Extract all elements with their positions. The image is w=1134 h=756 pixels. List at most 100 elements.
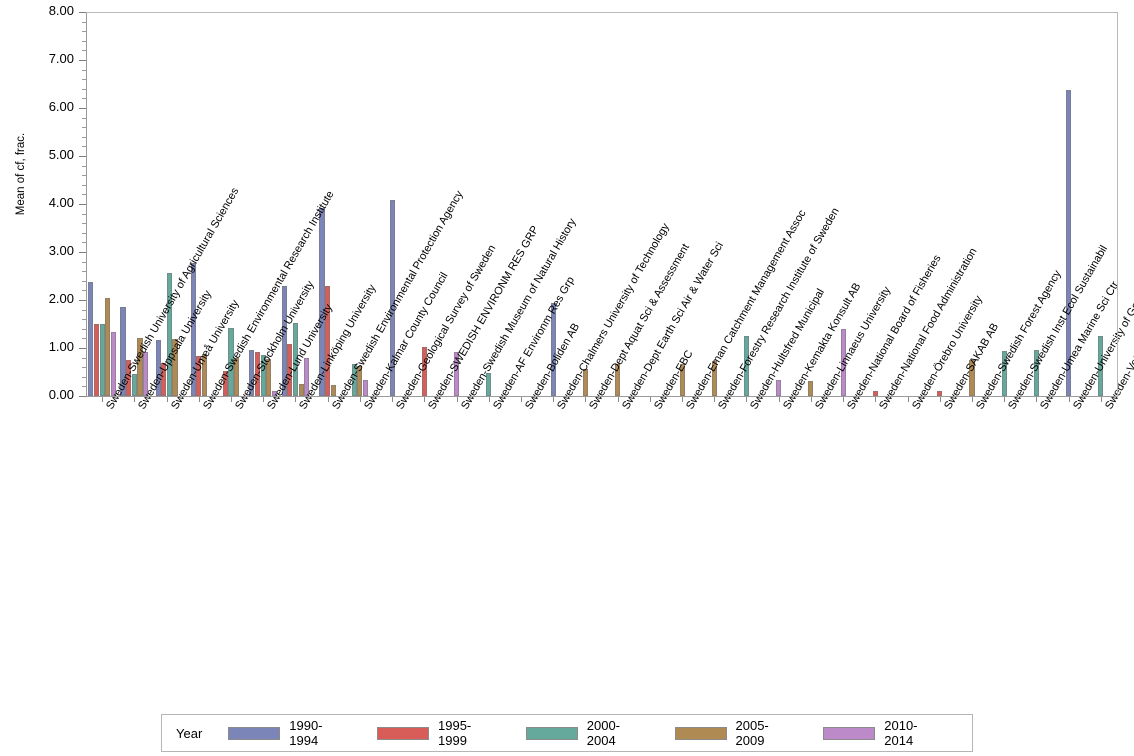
bar[interactable] <box>357 365 363 396</box>
bar[interactable] <box>93 324 99 396</box>
bar[interactable] <box>362 380 369 396</box>
bar[interactable] <box>421 347 427 396</box>
bar[interactable] <box>711 360 717 396</box>
bar[interactable] <box>255 351 261 396</box>
y-tick-minor <box>82 261 86 263</box>
x-tick <box>166 397 168 402</box>
y-tick-label: 6.00 <box>48 99 74 114</box>
y-tick-minor <box>82 338 86 340</box>
bar[interactable] <box>298 383 304 396</box>
plot-frame-top <box>86 12 1117 13</box>
legend-item[interactable]: 2000-2004 <box>525 718 647 748</box>
y-tick-minor <box>82 175 86 177</box>
bar[interactable] <box>249 349 255 396</box>
bar[interactable] <box>330 385 336 396</box>
y-tick-minor <box>82 21 86 23</box>
bar[interactable] <box>1098 336 1104 396</box>
y-tick-label: 0.00 <box>48 387 74 402</box>
y-tick-major <box>79 60 86 61</box>
bar[interactable] <box>743 336 750 396</box>
y-tick-minor <box>82 232 86 234</box>
bar[interactable] <box>486 373 492 396</box>
bar[interactable] <box>88 281 94 396</box>
bar[interactable] <box>304 357 310 396</box>
bar[interactable] <box>287 344 293 396</box>
bar[interactable] <box>172 338 178 396</box>
bar[interactable] <box>131 374 137 396</box>
x-tick <box>230 397 232 402</box>
x-tick <box>1068 397 1070 402</box>
bar[interactable] <box>325 285 331 396</box>
bar[interactable] <box>292 323 298 396</box>
x-tick <box>456 397 458 402</box>
y-tick-minor <box>82 242 86 244</box>
y-tick-label: 3.00 <box>48 243 74 258</box>
x-tick <box>682 397 684 402</box>
y-tick-minor <box>82 50 86 52</box>
bar[interactable] <box>1001 350 1007 396</box>
bar[interactable] <box>190 262 196 396</box>
y-tick-label: 8.00 <box>48 3 74 18</box>
bar[interactable] <box>271 391 278 396</box>
bar[interactable] <box>222 370 228 396</box>
bar[interactable] <box>872 390 878 396</box>
bar[interactable] <box>615 363 621 396</box>
legend-item[interactable]: 2010-2014 <box>823 718 944 748</box>
bar[interactable] <box>143 351 149 396</box>
bar[interactable] <box>679 363 685 396</box>
x-tick <box>907 397 909 402</box>
bar[interactable] <box>389 200 395 396</box>
y-tick-minor <box>82 79 86 81</box>
y-tick-label: 4.00 <box>48 195 74 210</box>
legend-swatch <box>377 726 430 740</box>
y-tick-minor <box>82 194 86 196</box>
y-tick-minor <box>82 146 86 148</box>
bar[interactable] <box>453 352 460 396</box>
x-tick <box>778 397 780 402</box>
bar[interactable] <box>120 307 126 396</box>
legend-label: 2005-2009 <box>735 718 769 748</box>
bar[interactable] <box>351 364 357 396</box>
y-tick-minor <box>82 31 86 33</box>
x-tick <box>1036 397 1038 402</box>
bar[interactable] <box>937 390 943 396</box>
y-tick-minor <box>82 357 86 359</box>
x-tick <box>875 397 877 402</box>
bar[interactable] <box>110 332 116 396</box>
bar[interactable] <box>260 355 266 396</box>
y-tick-label: 1.00 <box>48 339 74 354</box>
bar[interactable] <box>281 285 287 396</box>
bar[interactable] <box>1033 349 1039 396</box>
legend-item[interactable]: 1995-1999 <box>377 718 498 748</box>
bar[interactable] <box>196 356 202 396</box>
bar[interactable] <box>201 353 207 396</box>
bar[interactable] <box>105 297 111 396</box>
bar[interactable] <box>137 337 143 396</box>
bar[interactable] <box>550 303 556 396</box>
x-tick <box>1100 397 1102 402</box>
bar[interactable] <box>840 328 846 396</box>
bar[interactable] <box>1066 89 1072 396</box>
y-tick-minor <box>82 127 86 129</box>
bar[interactable] <box>234 357 240 396</box>
legend-item[interactable]: 2005-2009 <box>674 718 796 748</box>
bar[interactable] <box>99 324 105 396</box>
bar[interactable] <box>776 379 782 396</box>
bar[interactable] <box>582 368 588 396</box>
bar[interactable] <box>155 339 161 396</box>
y-tick-major <box>79 348 86 349</box>
bar[interactable] <box>969 360 975 396</box>
y-tick-minor <box>82 386 86 388</box>
legend-label: 2000-2004 <box>586 718 621 748</box>
legend-item[interactable]: 1990-1994 <box>228 718 349 748</box>
bar[interactable] <box>228 328 234 396</box>
legend-swatch <box>525 726 578 740</box>
bar[interactable] <box>808 381 814 396</box>
y-tick-minor <box>82 40 86 42</box>
bar[interactable] <box>126 359 132 396</box>
bar[interactable] <box>266 359 272 396</box>
bar[interactable] <box>166 273 172 396</box>
bar[interactable] <box>161 363 167 396</box>
bar[interactable] <box>319 208 325 396</box>
